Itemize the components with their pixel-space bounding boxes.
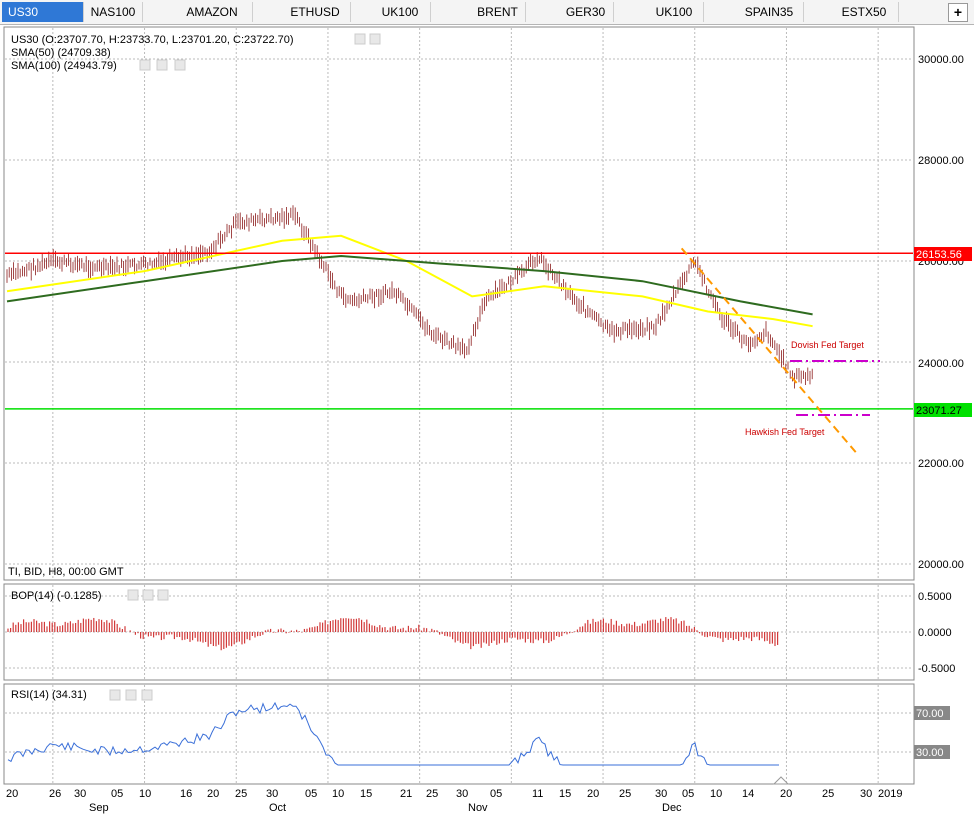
x-tick-label: 20	[587, 788, 599, 800]
tab-uk100-2[interactable]: UK100	[645, 2, 704, 22]
support-label: 23071.27	[916, 405, 962, 417]
x-tick-label: 05	[682, 788, 694, 800]
x-tick-label: 30	[266, 788, 278, 800]
sma50-line	[6, 234, 813, 328]
tab-ger30[interactable]: GER30	[558, 2, 614, 22]
x-tick-label: 25	[619, 788, 631, 800]
tab-us30[interactable]: US30	[2, 2, 84, 22]
x-tick-label: 10	[710, 788, 722, 800]
tab-nas100[interactable]: NAS100	[84, 2, 143, 22]
x-tick-label: 26	[49, 788, 61, 800]
x-tick-label: 20	[207, 788, 219, 800]
x-tick-label: 30	[655, 788, 667, 800]
x-month-label: Sep	[89, 802, 109, 814]
rsi-30-tag	[914, 745, 950, 759]
bop-title: BOP(14) (-0.1285)	[11, 590, 101, 602]
x-month-label: Nov	[468, 802, 488, 814]
x-tick-label: 30	[456, 788, 468, 800]
dovish-target-label: Dovish Fed Target	[791, 340, 864, 350]
x-tick-label: 16	[180, 788, 192, 800]
trend-line	[680, 247, 860, 457]
x-tick-label: 20	[6, 788, 18, 800]
price-panel	[3, 26, 915, 581]
rsi-panel	[3, 683, 915, 785]
x-tick-label: 05	[490, 788, 502, 800]
x-tick-label: 11	[532, 788, 543, 800]
sma100-legend: SMA(100) (24943.79)	[11, 60, 117, 72]
tab-ethusd[interactable]: ETHUSD	[280, 2, 351, 22]
rsi-settings-icon[interactable]	[109, 689, 121, 701]
support-tag	[914, 403, 972, 417]
x-tick-label: 25	[426, 788, 438, 800]
x-tick-label: 10	[332, 788, 344, 800]
rsi-tick: 70.00	[916, 708, 944, 720]
price-tick: 24000.00	[918, 358, 964, 370]
x-tick-label: 14	[742, 788, 754, 800]
legend-settings-icon[interactable]	[354, 33, 366, 45]
bop-tick: 0.0000	[918, 627, 952, 639]
resistance-label: 26153.56	[916, 249, 962, 261]
price-tick: 22000.00	[918, 458, 964, 470]
x-tick-label: 15	[559, 788, 571, 800]
rsi-close-icon[interactable]	[141, 689, 153, 701]
tab-uk100[interactable]: UK100	[370, 2, 431, 22]
bop-tick: 0.5000	[918, 591, 952, 603]
x-tick-label: 05	[305, 788, 317, 800]
tab-amazon[interactable]: AMAZON	[172, 2, 253, 22]
x-month-label: Oct	[269, 802, 286, 814]
x-tick-label: 15	[360, 788, 372, 800]
symbol-tab-bar: US30 NAS100 AMAZON ETHUSD UK100 BRENT GE…	[0, 0, 974, 25]
rsi-line	[7, 701, 779, 766]
x-tick-label: 25	[822, 788, 834, 800]
tab-spain35[interactable]: SPAIN35	[735, 2, 804, 22]
legend-close-icon[interactable]	[369, 33, 381, 45]
tab-estx50[interactable]: ESTX50	[830, 2, 899, 22]
ohlc-legend: US30 (O:23707.70, H:23733.70, L:23701.20…	[11, 34, 294, 46]
bop-visibility-icon[interactable]	[142, 589, 154, 601]
price-tick: 20000.00	[918, 559, 964, 571]
x-tick-label: 30	[860, 788, 872, 800]
price-tick: 28000.00	[918, 155, 964, 167]
add-tab-button[interactable]: +	[948, 3, 968, 22]
x-tick-label: 21	[400, 788, 412, 800]
price-tick: 30000.00	[918, 54, 964, 66]
bop-tick: -0.5000	[918, 663, 955, 675]
source-label: TI, BID, H8, 00:00 GMT	[8, 566, 124, 578]
sma100-line	[6, 254, 813, 316]
legend-close-icon[interactable]	[174, 59, 186, 71]
x-tick-label: 30	[74, 788, 86, 800]
sma50-legend: SMA(50) (24709.38)	[11, 47, 111, 59]
rsi-70-tag	[914, 706, 950, 720]
resistance-tag	[914, 247, 972, 261]
x-month-label: Dec	[662, 802, 682, 814]
bop-settings-icon[interactable]	[127, 589, 139, 601]
scroll-marker-icon[interactable]	[772, 776, 790, 785]
x-tick-label: 25	[235, 788, 247, 800]
x-tick-label: 05	[111, 788, 123, 800]
rsi-title: RSI(14) (34.31)	[11, 689, 87, 701]
x-tick-label: 10	[139, 788, 151, 800]
legend-settings-icon[interactable]	[139, 59, 151, 71]
hawkish-target-label: Hawkish Fed Target	[745, 427, 825, 437]
x-tick-label: 20	[780, 788, 792, 800]
x-tick-label: 2019	[878, 788, 902, 800]
legend-visibility-icon[interactable]	[156, 59, 168, 71]
bop-close-icon[interactable]	[157, 589, 169, 601]
rsi-visibility-icon[interactable]	[125, 689, 137, 701]
tab-brent[interactable]: BRENT	[470, 2, 526, 22]
rsi-tick: 30.00	[916, 747, 944, 759]
